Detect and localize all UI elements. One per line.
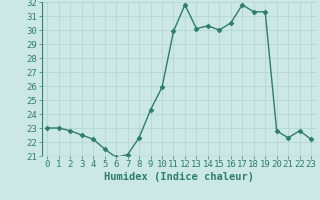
X-axis label: Humidex (Indice chaleur): Humidex (Indice chaleur) [104, 172, 254, 182]
